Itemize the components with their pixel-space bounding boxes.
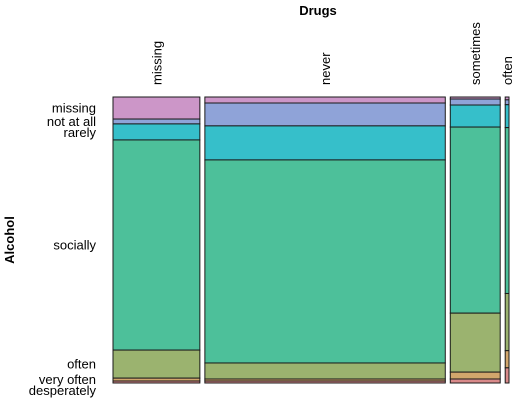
column-label: never	[318, 52, 333, 85]
mosaic-cell	[112, 380, 201, 384]
mosaic-cell	[504, 99, 510, 106]
mosaic-cell	[449, 371, 501, 380]
chart-title: Drugs	[299, 3, 337, 18]
mosaic-cell	[112, 139, 201, 351]
mosaic-cell	[204, 380, 446, 384]
row-label: desperately	[29, 383, 97, 398]
column-label: sometimes	[468, 22, 483, 85]
mosaic-cell	[112, 123, 201, 141]
mosaic-cell	[112, 96, 201, 120]
mosaic-cell	[204, 159, 446, 364]
mosaic-cell	[112, 118, 201, 125]
mosaic-cell	[449, 98, 501, 106]
mosaic-cell	[449, 126, 501, 314]
y-axis-label: Alcohol	[2, 216, 17, 264]
mosaic-cell	[204, 102, 446, 127]
mosaic-cell	[504, 104, 510, 129]
mosaic-cell	[112, 349, 201, 379]
mosaic-cell	[449, 378, 501, 384]
row-label: often	[67, 357, 96, 372]
mosaic-cell	[204, 362, 446, 380]
mosaic-cell	[504, 350, 510, 369]
row-label: very often	[39, 372, 96, 387]
mosaic-cell	[449, 104, 501, 128]
row-label: socially	[53, 238, 96, 253]
mosaic-cell	[504, 367, 510, 384]
row-label: not at all	[47, 114, 96, 129]
mosaic-cell	[504, 292, 510, 352]
mosaic-cell	[449, 312, 501, 373]
column-label: missing	[149, 41, 164, 85]
mosaic-cell	[504, 127, 510, 294]
row-label: missing	[52, 101, 96, 116]
row-label: rarely	[63, 125, 96, 140]
mosaic-cell	[204, 96, 446, 104]
column-label: often	[500, 56, 514, 85]
mosaic-cell	[204, 125, 446, 161]
